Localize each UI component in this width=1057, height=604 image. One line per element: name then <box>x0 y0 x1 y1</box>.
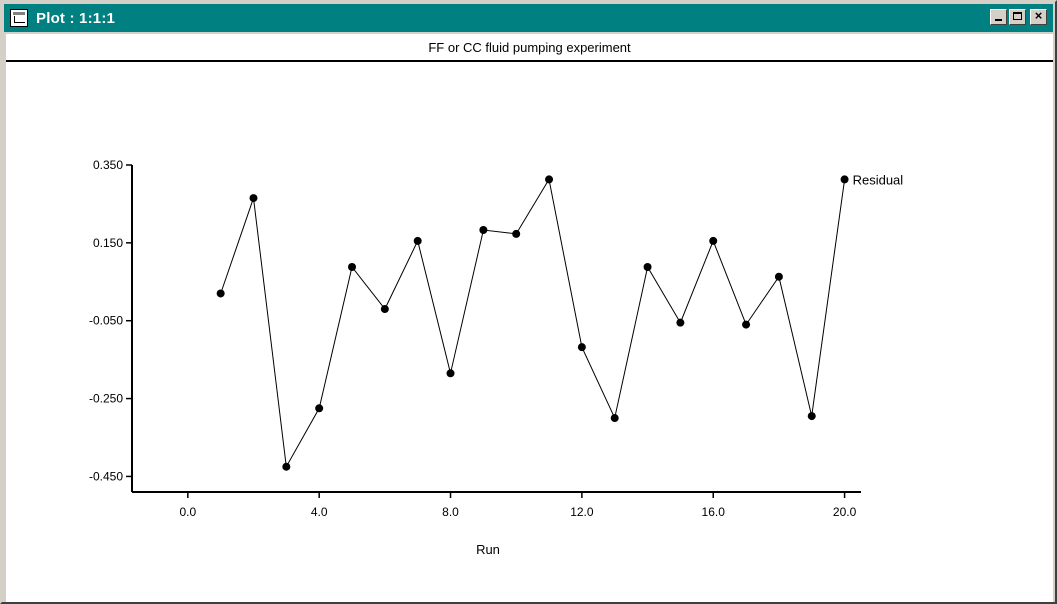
x-tick-label: 16.0 <box>702 505 726 519</box>
close-button[interactable]: × <box>1030 9 1047 25</box>
y-tick-label: 0.150 <box>93 236 123 250</box>
y-tick-label: 0.350 <box>93 158 123 172</box>
data-point <box>380 305 389 314</box>
data-point <box>577 343 586 352</box>
series-line-residual <box>220 178 846 469</box>
data-point <box>807 412 816 421</box>
data-point <box>840 175 849 184</box>
minimize-button[interactable] <box>990 9 1007 25</box>
data-point <box>315 404 324 413</box>
window-controls: × <box>990 9 1047 25</box>
data-point <box>512 229 521 238</box>
data-point <box>479 226 488 235</box>
plot-area: FF or CC fluid pumping experiment 0.350 0… <box>6 34 1053 602</box>
close-icon: × <box>1034 8 1043 23</box>
data-point <box>643 262 652 271</box>
x-axis-label: Run <box>476 542 500 557</box>
data-point <box>282 462 291 471</box>
x-tick-label: 12.0 <box>570 505 594 519</box>
y-tick-label: -0.450 <box>89 469 123 483</box>
title-bar[interactable]: Plot : 1:1:1 × <box>4 4 1053 32</box>
residual-line-chart: 0.350 0.150 -0.050 -0.250 -0.450 0.0 4.0 8.0 12.… <box>89 158 904 557</box>
window-title: Plot : 1:1:1 <box>36 9 116 27</box>
data-point <box>709 236 718 245</box>
title-divider <box>6 60 1053 62</box>
maximize-icon <box>1013 12 1022 20</box>
x-tick-label: 8.0 <box>442 505 459 519</box>
data-point <box>216 289 225 298</box>
y-tick-label: -0.250 <box>89 392 123 406</box>
chart-title: FF or CC fluid pumping experiment <box>428 40 631 55</box>
data-point <box>446 369 455 378</box>
minimize-icon <box>995 19 1002 21</box>
x-tick-label: 4.0 <box>311 505 328 519</box>
data-point <box>249 194 258 203</box>
x-tick-label: 0.0 <box>179 505 196 519</box>
y-tick-label: -0.050 <box>89 314 123 328</box>
data-point <box>610 414 619 423</box>
maximize-button[interactable] <box>1009 9 1026 25</box>
data-point <box>774 272 783 281</box>
data-point <box>348 262 357 271</box>
series-label: Residual <box>853 172 904 187</box>
data-point <box>676 318 685 327</box>
data-point <box>742 320 751 329</box>
data-point <box>413 236 422 245</box>
x-tick-label: 20.0 <box>833 505 857 519</box>
plot-window-icon[interactable] <box>10 9 28 27</box>
data-point <box>545 175 554 184</box>
